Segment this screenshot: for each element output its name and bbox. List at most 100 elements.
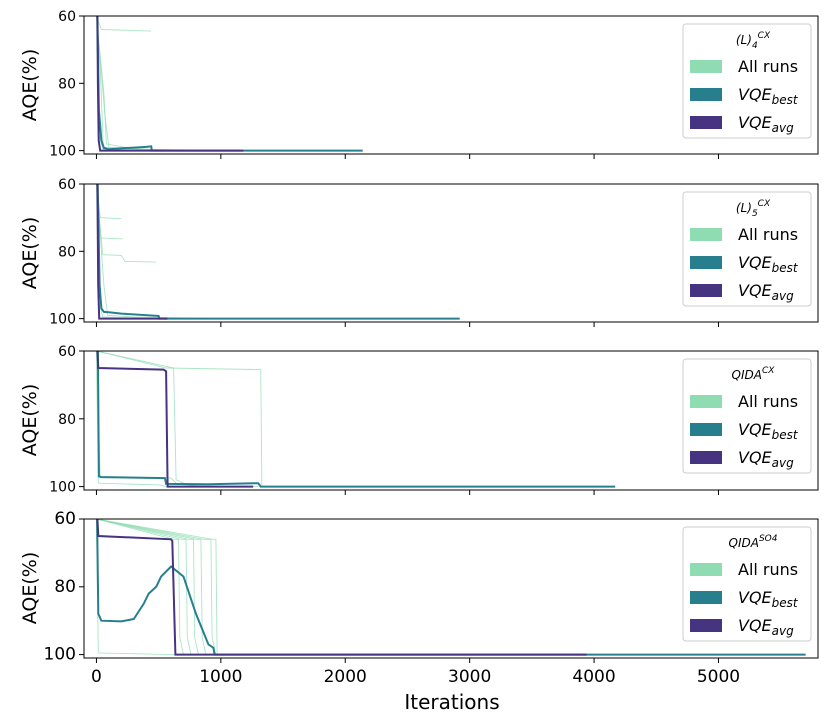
legend-swatch-avg	[690, 284, 722, 297]
legend-label-main: VQE	[738, 113, 773, 132]
legend-label: All runs	[738, 392, 798, 411]
legend-swatch-best	[690, 256, 722, 269]
plot-area	[95, 519, 806, 656]
run-line-3	[96, 519, 199, 655]
legend-swatch-all-runs	[690, 395, 722, 408]
best-line	[96, 184, 460, 320]
legend-label-sub: best	[772, 596, 799, 610]
run-line-2	[96, 519, 192, 655]
legend-swatch-all-runs	[690, 228, 722, 241]
x-tick-label: 5000	[697, 667, 740, 687]
legend-label: All runs	[738, 57, 798, 76]
plot-area	[95, 351, 616, 488]
legend-label-main: VQE	[738, 448, 773, 467]
run-line-1	[95, 16, 152, 32]
legend-label-main: VQE	[738, 85, 773, 104]
plot-area	[95, 16, 363, 152]
legend-label: VQEbest	[738, 588, 799, 610]
legend-label-main: VQE	[738, 253, 773, 272]
legend-title-base: (L)	[736, 33, 752, 47]
x-axis: 0 1000 2000 3000 4000 5000	[91, 667, 740, 687]
legend-title-base: QIDA	[732, 368, 762, 382]
legend-label-sub: best	[772, 428, 799, 442]
best-line	[96, 519, 806, 656]
run-line-3	[95, 184, 157, 263]
x-tick-label: 1000	[199, 667, 242, 687]
y-axis-label: AQE(%)	[19, 552, 41, 625]
y-axis-label: AQE(%)	[19, 384, 41, 457]
legend-title: (L)5CX	[736, 199, 771, 219]
y-tick-label: 80	[58, 412, 76, 428]
x-tick-label: 3000	[448, 667, 491, 687]
legend-title-sup: CX	[758, 31, 771, 41]
panel-frame	[83, 183, 819, 323]
legend-box	[682, 358, 812, 474]
legend-label: All runs	[738, 560, 798, 579]
best-line	[96, 16, 363, 152]
run-line-3	[95, 351, 221, 488]
legend-box	[682, 191, 812, 307]
legend-label-sub: best	[772, 93, 799, 107]
avg-line	[96, 184, 168, 320]
legend-box	[682, 526, 812, 642]
legend-swatch-avg	[690, 116, 722, 129]
legend-swatch-best	[690, 88, 722, 101]
legend-box	[682, 23, 812, 139]
legend-title: QIDACX	[732, 366, 776, 382]
legend-label-main: VQE	[738, 420, 773, 439]
run-line-5	[95, 16, 246, 152]
y-tick-label: 60	[58, 344, 76, 360]
legend-swatch-all-runs	[690, 60, 722, 73]
legend-label-main: VQE	[738, 281, 773, 300]
legend-title-sub: 5	[752, 209, 758, 219]
legend-label: VQEavg	[738, 113, 794, 135]
x-tick-label: 4000	[572, 667, 615, 687]
plot-area	[95, 184, 460, 320]
y-tick-label: 60	[54, 509, 76, 529]
y-tick-label: 80	[58, 76, 76, 92]
legend-swatch-all-runs	[690, 563, 722, 576]
x-tick-label: 2000	[324, 667, 367, 687]
x-tick-label: 0	[91, 667, 102, 687]
legend-label: VQEbest	[738, 253, 799, 275]
legend-label-sub: avg	[772, 289, 794, 303]
y-tick-label: 60	[58, 9, 76, 25]
legend-title-sub: 4	[752, 41, 758, 51]
y-tick-label: 80	[58, 244, 76, 260]
y-tick-label: 100	[49, 480, 76, 496]
panel-frame	[83, 15, 819, 155]
run-line-3	[95, 16, 221, 152]
legend-title-sup: CX	[762, 366, 775, 376]
avg-line	[96, 16, 244, 152]
run-line-2	[95, 351, 259, 488]
best-line	[96, 351, 616, 488]
legend-label: VQEbest	[738, 420, 799, 442]
legend-title-base: (L)	[736, 201, 752, 215]
run-line-4	[95, 184, 221, 320]
legend-label-main: VQE	[738, 616, 773, 635]
run-line-1	[95, 184, 122, 220]
legend-label-sub: avg	[772, 624, 794, 638]
y-tick-label: 60	[58, 177, 76, 193]
panel-frame	[83, 350, 819, 491]
legend-label: VQEavg	[738, 281, 794, 303]
legend-swatch-best	[690, 423, 722, 436]
run-line-6	[96, 519, 218, 655]
y-tick-label: 100	[49, 312, 76, 328]
run-line-4	[95, 16, 284, 152]
legend-label: VQEbest	[738, 85, 799, 107]
avg-line	[96, 519, 587, 656]
legend-label-sub: best	[772, 261, 799, 275]
avg-line	[96, 351, 254, 488]
legend-swatch-avg	[690, 619, 722, 632]
legend-swatch-avg	[690, 451, 722, 464]
legend-title-sup: CX	[758, 199, 771, 209]
